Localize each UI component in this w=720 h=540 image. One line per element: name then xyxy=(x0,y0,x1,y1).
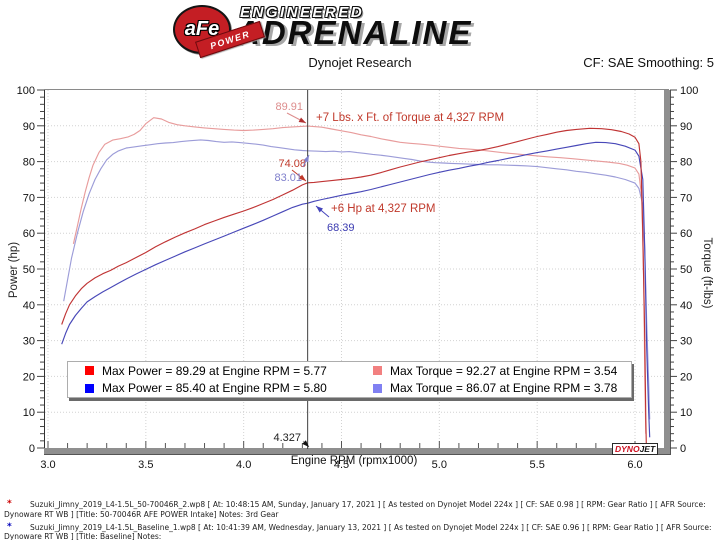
x-axis-tick-label: 4.5 xyxy=(334,459,349,471)
smoothing-setting: CF: SAE Smoothing: 5 xyxy=(583,55,714,70)
left-axis-tick-label: 80 xyxy=(23,157,35,169)
footnote-baseline-run: * Suzuki_Jimny_2019_L4-1.5L_Baseline_1.w… xyxy=(4,521,716,540)
left-axis-title: Power (hp) xyxy=(8,241,20,299)
right-axis-tick-label: 100 xyxy=(680,85,698,97)
left-axis-tick-label: 30 xyxy=(23,336,35,348)
legend-item-max-torque-afe: Max Torque = 92.27 at Engine RPM = 3.54 xyxy=(373,364,631,378)
dynojet-logo: DYNO JET xyxy=(612,443,659,455)
left-axis-tick-label: 70 xyxy=(23,192,35,204)
right-axis-tick-label: 90 xyxy=(680,121,692,133)
dyno-curves xyxy=(61,117,651,445)
chart-axes: 0 10 20 30 40 50 60 70 80 90 100 0 10 20 30 40 50 60 70 80 9… xyxy=(17,85,699,471)
annotation-hp-base-val: 68.39 xyxy=(327,222,355,234)
right-axis-tick-label: 20 xyxy=(680,371,692,383)
afe-logo-text: aFe xyxy=(184,18,220,40)
x-axis-tick-label: 4.0 xyxy=(236,459,251,471)
right-axis-tick-label: 10 xyxy=(680,407,692,419)
adrenaline-wordmark: ADRENALINE xyxy=(236,14,473,51)
footnote-text: Suzuki_Jimny_2019_L4-1.5L_50-70046R_2.wp… xyxy=(4,500,706,519)
right-axis-title: Torque (ft-lbs) xyxy=(701,237,713,309)
right-axis-tick-label: 80 xyxy=(680,157,692,169)
left-axis-tick-label: 10 xyxy=(23,407,35,419)
right-axis-tick-label: 0 xyxy=(680,443,686,455)
dynojet-logo-jet: JET xyxy=(639,443,656,454)
report-title: Dynojet Research xyxy=(308,55,412,70)
right-axis-tick-label: 50 xyxy=(680,264,692,276)
x-axis-tick-label: 5.0 xyxy=(432,459,447,471)
right-axis-tick-label: 30 xyxy=(680,336,692,348)
run-footnotes: * Suzuki_Jimny_2019_L4-1.5L_50-70046R_2.… xyxy=(4,499,716,540)
right-axis-tick-label: 40 xyxy=(680,300,692,312)
power-baseline-curve xyxy=(61,141,651,438)
left-axis-tick-label: 90 xyxy=(23,121,35,133)
torque-baseline-curve xyxy=(63,139,651,420)
left-axis-tick-label: 40 xyxy=(23,300,35,312)
chart-annotations: 89.91 +7 Lbs. x Ft. of Torque at 4,327 RP… xyxy=(273,101,504,448)
legend-swatch-blue xyxy=(85,383,94,393)
annotation-tq-afe-val: 89.91 xyxy=(275,101,303,113)
x-axis-tick-label: 3.5 xyxy=(138,459,153,471)
x-axis-title: Engine RPM (rpmx1000) xyxy=(290,455,418,467)
legend-label: Max Power = 85.40 at Engine RPM = 5.80 xyxy=(102,381,327,396)
legend-item-max-torque-baseline: Max Torque = 86.07 at Engine RPM = 3.78 xyxy=(373,381,631,395)
x-axis-tick-label: 5.5 xyxy=(530,459,545,471)
annotation-gain-hp: +6 Hp at 4,327 RPM xyxy=(331,203,436,215)
left-axis-tick-label: 0 xyxy=(29,443,35,455)
dynojet-logo-dyno: DYNO xyxy=(615,443,640,454)
legend-label: Max Torque = 92.27 at Engine RPM = 3.54 xyxy=(390,363,618,378)
legend-item-max-power-afe: Max Power = 89.29 at Engine RPM = 5.77 xyxy=(85,364,373,378)
legend-swatch-lightblue xyxy=(373,383,382,393)
legend-label: Max Torque = 86.07 at Engine RPM = 3.78 xyxy=(390,381,618,396)
right-axis-tick-label: 60 xyxy=(680,228,692,240)
footnote-bullet-blue: * xyxy=(7,521,12,532)
legend-label: Max Power = 89.29 at Engine RPM = 5.77 xyxy=(102,363,327,378)
x-axis-tick-label: 3.0 xyxy=(40,459,55,471)
left-axis-tick-label: 20 xyxy=(23,371,35,383)
legend-swatch-salmon xyxy=(373,366,382,376)
legend-item-max-power-baseline: Max Power = 85.40 at Engine RPM = 5.80 xyxy=(85,381,373,395)
footnote-text: Suzuki_Jimny_2019_L4-1.5L_Baseline_1.wp8… xyxy=(4,522,712,540)
footnote-afe-run: * Suzuki_Jimny_2019_L4-1.5L_50-70046R_2.… xyxy=(4,499,716,520)
torque-afe-intake-curve xyxy=(72,117,647,434)
annotation-tq-base-val: 83.01 xyxy=(274,172,302,184)
footnote-bullet-red: * xyxy=(7,499,12,509)
left-axis-tick-label: 50 xyxy=(23,264,35,276)
annotation-cursor-val: 4.327 xyxy=(273,432,301,444)
annotation-gain-tq: +7 Lbs. x Ft. of Torque at 4,327 RPM xyxy=(316,112,504,124)
left-axis-tick-label: 60 xyxy=(23,228,35,240)
right-axis-tick-label: 70 xyxy=(680,192,692,204)
legend-swatch-red xyxy=(85,366,94,376)
annotation-hp-afe-val: 74.08 xyxy=(278,158,306,170)
engineered-wordmark: ENGINEERED xyxy=(240,4,365,21)
peak-values-legend: Max Power = 89.29 at Engine RPM = 5.77 M… xyxy=(67,361,632,398)
power-afe-intake-curve xyxy=(61,127,647,445)
x-axis-tick-label: 6.0 xyxy=(627,459,642,471)
report-header: aFe POWER ENGINEERED ADRENALINE Dynojet … xyxy=(0,0,720,80)
left-axis-tick-label: 100 xyxy=(17,85,35,97)
